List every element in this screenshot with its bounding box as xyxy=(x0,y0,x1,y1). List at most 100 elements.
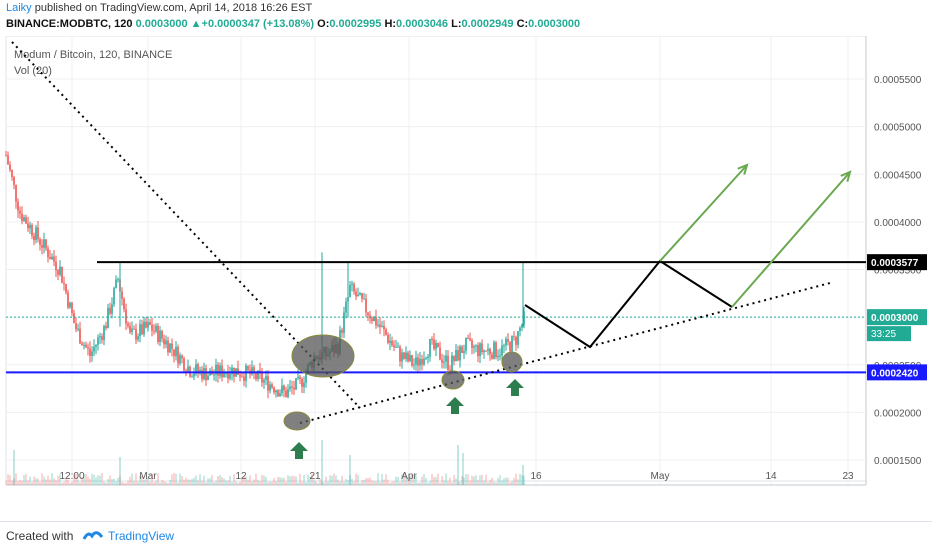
candle-body xyxy=(367,312,369,316)
candle-body xyxy=(7,155,9,165)
candle-body xyxy=(499,355,501,357)
volume-bar xyxy=(407,478,409,485)
volume-bar xyxy=(399,481,401,485)
target-arrow xyxy=(659,164,748,262)
candle-body xyxy=(521,324,523,328)
candle-body xyxy=(81,343,83,346)
price-change: +0.0000347 (+13.08%) xyxy=(201,18,315,30)
volume-bar xyxy=(383,479,385,485)
candle-body xyxy=(115,279,117,289)
volume-bar xyxy=(461,476,463,485)
volume-bar xyxy=(481,474,483,485)
volume-bar xyxy=(279,476,281,485)
x-tick-label: Apr xyxy=(401,471,417,482)
volume-bar xyxy=(327,481,329,485)
volume-bar xyxy=(47,475,49,485)
volume-bar xyxy=(121,481,123,485)
volume-bar xyxy=(43,476,45,485)
last-price: 0.0003000 xyxy=(135,18,188,30)
volume-bar xyxy=(49,479,51,485)
volume-bar xyxy=(81,476,83,485)
volume-bar xyxy=(487,482,489,485)
close-value: 0.0003000 xyxy=(528,18,581,30)
low-label: L: xyxy=(451,18,462,30)
candle-body xyxy=(213,374,215,376)
candle-body xyxy=(423,358,425,365)
volume-bar xyxy=(29,476,31,485)
candle-body xyxy=(5,155,7,157)
volume-bar xyxy=(241,478,243,485)
candle-body xyxy=(215,364,217,375)
candle-body xyxy=(445,355,447,362)
volume-bar xyxy=(173,473,175,485)
volume-bar xyxy=(293,475,295,485)
volume-bar xyxy=(523,475,525,485)
candle-body xyxy=(239,374,241,377)
candle-body xyxy=(125,309,127,324)
volume-bar xyxy=(185,477,187,485)
volume-bar xyxy=(465,474,467,485)
up-arrow-icon xyxy=(446,397,464,414)
tradingview-brand[interactable]: TradingView xyxy=(108,529,175,543)
volume-bar xyxy=(405,475,407,485)
candle-body xyxy=(459,346,461,361)
volume-bar xyxy=(301,481,303,485)
candle-body xyxy=(37,227,39,240)
candle-body xyxy=(473,346,475,348)
candle-body xyxy=(515,336,517,345)
candle-body xyxy=(111,304,113,314)
volume-bar xyxy=(349,455,351,485)
candle-body xyxy=(21,213,23,221)
candle-body xyxy=(17,201,19,211)
projection-path xyxy=(524,259,733,349)
price-chart[interactable]: 0.00015000.00020000.00025000.00030000.00… xyxy=(0,36,932,521)
volume-bar xyxy=(391,481,393,485)
high-value: 0.0003046 xyxy=(396,18,449,30)
candle-body xyxy=(109,307,111,314)
candle-body xyxy=(9,164,11,170)
volume-bar xyxy=(113,478,115,485)
volume-bar xyxy=(311,473,313,485)
volume-bar xyxy=(71,481,73,485)
volume-bar xyxy=(223,478,225,485)
price-label-text: 0.0003000 xyxy=(871,313,919,324)
x-tick-label: 12:00 xyxy=(59,471,84,482)
candle-body xyxy=(129,326,131,333)
candle-body xyxy=(271,384,273,388)
target-arrow-head xyxy=(737,163,749,175)
candle-body xyxy=(87,347,89,349)
candle-body xyxy=(203,368,205,380)
candle-body xyxy=(149,322,151,325)
candle-body xyxy=(33,235,35,241)
volume-bar xyxy=(269,481,271,485)
candle-body xyxy=(205,368,207,381)
volume-bar xyxy=(463,477,465,485)
volume-bar xyxy=(111,479,113,485)
author-link[interactable]: Laiky xyxy=(6,2,32,14)
candle-body xyxy=(429,339,431,357)
candle-body xyxy=(219,365,221,376)
volume-bar xyxy=(13,450,15,485)
candle-body xyxy=(63,282,65,285)
x-tick-label: Mar xyxy=(139,471,157,482)
candle-body xyxy=(265,376,267,380)
volume-bar xyxy=(431,473,433,485)
volume-bar xyxy=(229,475,231,485)
candle-body xyxy=(379,324,381,328)
candle-body xyxy=(375,316,377,326)
volume-bar xyxy=(119,475,121,485)
candle-body xyxy=(201,369,203,380)
volume-bar xyxy=(249,475,251,485)
volume-bar xyxy=(109,475,111,485)
volume-bar xyxy=(443,480,445,485)
volume-bar xyxy=(485,474,487,485)
candle-body xyxy=(371,318,373,322)
candle-body xyxy=(273,387,275,393)
volume-bar xyxy=(353,481,355,485)
plot-area xyxy=(5,36,867,482)
volume-bar xyxy=(101,473,103,485)
candle-body xyxy=(195,364,197,374)
volume-bar xyxy=(117,477,119,485)
volume-bar xyxy=(257,479,259,485)
x-tick-label: 21 xyxy=(309,471,321,482)
